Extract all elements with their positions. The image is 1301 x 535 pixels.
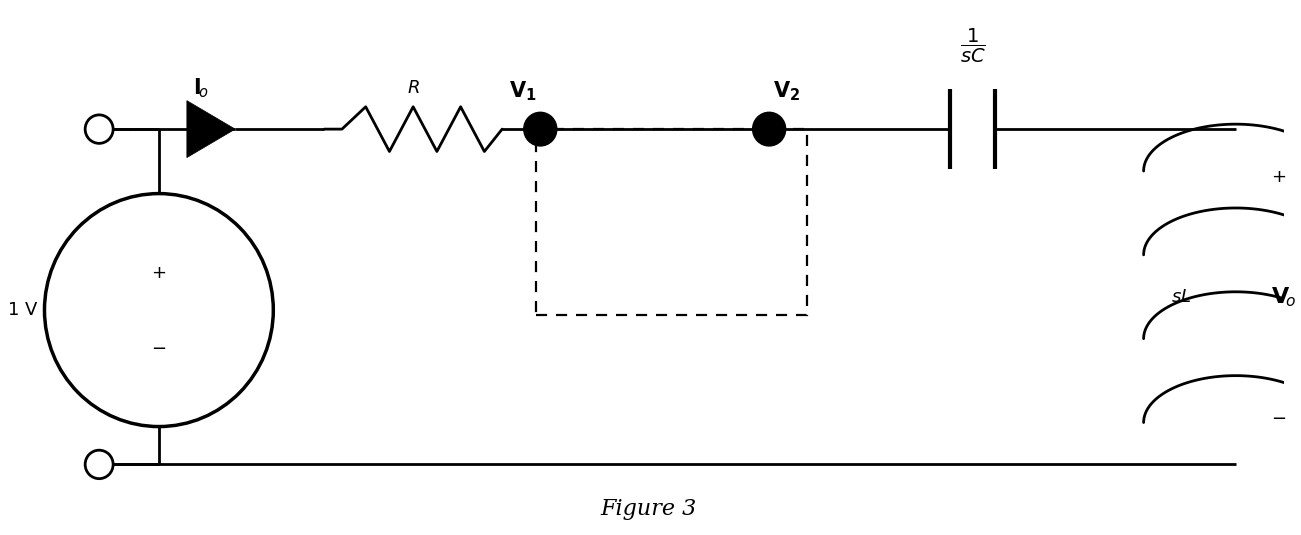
Text: $sL$: $sL$	[1171, 288, 1192, 306]
Polygon shape	[187, 101, 235, 158]
Text: $\mathbf{I}_{\!\mathit{o}}$: $\mathbf{I}_{\!\mathit{o}}$	[193, 77, 208, 100]
Ellipse shape	[85, 450, 113, 479]
Text: $-$: $-$	[1271, 408, 1287, 425]
Text: $\mathbf{V}_{\!\mathit{o}}$: $\mathbf{V}_{\!\mathit{o}}$	[1271, 285, 1297, 309]
Text: $\mathbf{V}_{\mathbf{2}}$: $\mathbf{V}_{\mathbf{2}}$	[773, 79, 800, 103]
Text: $1\ \mathrm{V}$: $1\ \mathrm{V}$	[7, 301, 38, 319]
Text: $\dfrac{1}{sC}$: $\dfrac{1}{sC}$	[960, 27, 985, 65]
Bar	[536, 129, 808, 316]
Ellipse shape	[524, 112, 557, 146]
Text: $+$: $+$	[1271, 168, 1287, 186]
Text: Figure 3: Figure 3	[600, 498, 696, 521]
Ellipse shape	[44, 194, 273, 426]
Text: $-$: $-$	[151, 338, 167, 356]
Ellipse shape	[85, 115, 113, 143]
Text: $\mathbf{V}_{\mathbf{1}}$: $\mathbf{V}_{\mathbf{1}}$	[509, 79, 536, 103]
Ellipse shape	[752, 112, 786, 146]
Text: $+$: $+$	[151, 264, 167, 282]
Text: $R$: $R$	[407, 79, 419, 97]
